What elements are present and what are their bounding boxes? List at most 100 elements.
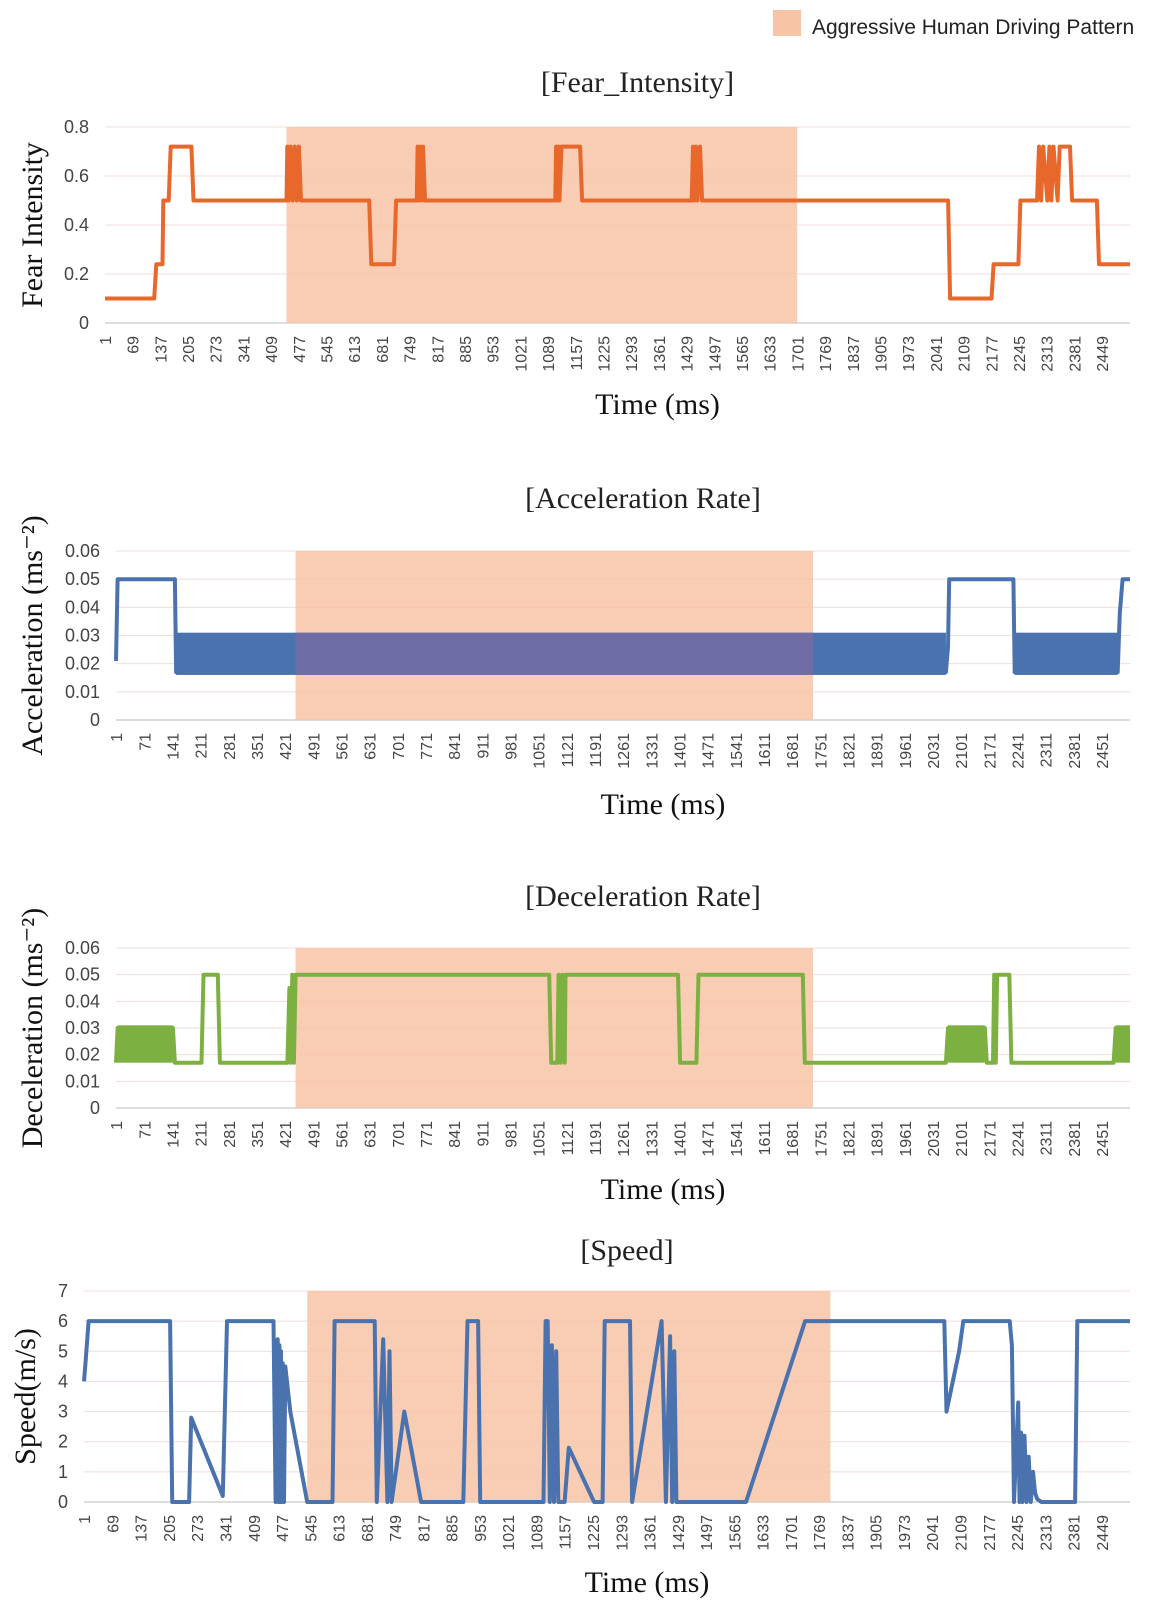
x-tick-label: 1701 bbox=[784, 1515, 801, 1551]
x-tick-label: 1225 bbox=[597, 336, 614, 372]
x-tick-label: 2101 bbox=[954, 1121, 971, 1157]
oscillation-band bbox=[1014, 632, 1118, 675]
x-tick-label: 1905 bbox=[869, 1515, 886, 1551]
x-tick-label: 2241 bbox=[1010, 733, 1027, 769]
x-axis-label: Time (ms) bbox=[585, 1566, 710, 1599]
x-tick-label: 2031 bbox=[926, 733, 943, 769]
x-tick-label: 71 bbox=[137, 733, 154, 751]
x-tick-label: 771 bbox=[419, 1121, 436, 1148]
y-tick-label: 0.8 bbox=[64, 117, 89, 137]
x-tick-label: 1051 bbox=[532, 1121, 549, 1157]
x-tick-label: 1 bbox=[109, 1121, 126, 1130]
x-tick-label: 1821 bbox=[841, 733, 858, 769]
x-tick-label: 1361 bbox=[643, 1515, 660, 1551]
x-tick-label: 409 bbox=[264, 336, 281, 363]
oscillation-band bbox=[947, 1025, 985, 1063]
x-tick-label: 1157 bbox=[558, 1515, 575, 1550]
x-tick-label: 2311 bbox=[1039, 1121, 1056, 1156]
x-tick-label: 1051 bbox=[532, 733, 549, 769]
x-tick-label: 2381 bbox=[1067, 1515, 1084, 1551]
x-tick-label: 71 bbox=[137, 1121, 154, 1139]
y-tick-label: 6 bbox=[58, 1311, 68, 1331]
x-tick-label: 561 bbox=[334, 733, 351, 760]
x-tick-label: 1 bbox=[77, 1515, 94, 1524]
x-tick-label: 69 bbox=[126, 336, 143, 354]
y-axis-label: Deceleration (ms⁻²) bbox=[16, 908, 49, 1149]
x-tick-label: 817 bbox=[430, 336, 447, 363]
x-tick-label: 1429 bbox=[671, 1515, 688, 1551]
x-tick-label: 749 bbox=[388, 1515, 405, 1542]
series-line bbox=[82, 1319, 1130, 1504]
x-tick-label: 545 bbox=[319, 336, 336, 363]
x-tick-label: 2031 bbox=[926, 1121, 943, 1157]
x-tick-label: 1 bbox=[98, 336, 115, 345]
y-tick-label: 0.01 bbox=[65, 1071, 100, 1091]
x-tick-label: 421 bbox=[278, 733, 295, 760]
legend-label: Aggressive Human Driving Pattern bbox=[812, 16, 1134, 39]
x-tick-label: 911 bbox=[475, 1121, 492, 1147]
y-tick-label: 0.06 bbox=[65, 938, 100, 958]
legend-swatch bbox=[773, 10, 801, 36]
x-tick-label: 1471 bbox=[701, 1121, 718, 1157]
x-tick-label: 1961 bbox=[898, 733, 915, 769]
chart-title: [Fear_Intensity] bbox=[541, 66, 734, 99]
x-tick-label: 1769 bbox=[818, 336, 835, 372]
x-tick-label: 613 bbox=[347, 336, 364, 363]
y-tick-label: 0 bbox=[79, 313, 89, 333]
x-tick-label: 137 bbox=[153, 336, 170, 363]
x-tick-label: 1471 bbox=[701, 733, 718, 769]
x-tick-label: 1021 bbox=[513, 336, 530, 372]
x-tick-label: 409 bbox=[247, 1515, 264, 1542]
y-tick-label: 4 bbox=[58, 1371, 68, 1391]
x-tick-label: 281 bbox=[222, 1121, 239, 1148]
x-tick-label: 1769 bbox=[812, 1515, 829, 1551]
x-tick-label: 1261 bbox=[616, 1121, 633, 1157]
x-tick-label: 911 bbox=[475, 733, 492, 759]
x-tick-label: 771 bbox=[419, 733, 436, 760]
x-tick-label: 545 bbox=[303, 1515, 320, 1542]
x-tick-label: 2109 bbox=[957, 336, 974, 372]
x-tick-label: 351 bbox=[250, 733, 267, 760]
x-tick-label: 953 bbox=[486, 336, 503, 363]
x-tick-label: 205 bbox=[181, 336, 198, 363]
y-tick-label: 0.04 bbox=[65, 991, 100, 1011]
y-tick-label: 0.06 bbox=[65, 541, 100, 561]
x-tick-label: 631 bbox=[363, 733, 380, 760]
x-tick-label: 1565 bbox=[735, 336, 752, 372]
x-tick-label: 1611 bbox=[757, 1121, 774, 1156]
y-axis-label: Fear Intensity bbox=[16, 142, 49, 308]
x-tick-label: 491 bbox=[306, 733, 323, 760]
y-tick-label: 5 bbox=[58, 1341, 68, 1361]
y-tick-label: 0.6 bbox=[64, 166, 89, 186]
x-tick-label: 613 bbox=[332, 1515, 349, 1542]
y-tick-label: 1 bbox=[58, 1462, 68, 1482]
x-tick-label: 1701 bbox=[790, 336, 807, 372]
x-tick-label: 631 bbox=[363, 1121, 380, 1148]
x-tick-label: 1821 bbox=[841, 1121, 858, 1157]
x-tick-label: 1293 bbox=[624, 336, 641, 372]
legend: Aggressive Human Driving Pattern bbox=[773, 10, 1134, 39]
x-tick-label: 681 bbox=[360, 1515, 377, 1542]
x-tick-label: 981 bbox=[503, 733, 520, 760]
x-tick-label: 211 bbox=[194, 1121, 211, 1147]
x-tick-label: 1401 bbox=[672, 733, 689, 769]
x-tick-label: 953 bbox=[473, 1515, 490, 1542]
x-axis-label: Time (ms) bbox=[601, 1173, 726, 1206]
x-tick-label: 273 bbox=[209, 336, 226, 363]
x-tick-label: 1961 bbox=[898, 1121, 915, 1157]
x-tick-label: 341 bbox=[218, 1515, 235, 1542]
x-tick-label: 981 bbox=[503, 1121, 520, 1148]
x-tick-label: 1 bbox=[109, 733, 126, 742]
x-tick-label: 2177 bbox=[984, 336, 1001, 372]
x-tick-label: 1633 bbox=[763, 336, 780, 372]
series-line bbox=[114, 972, 1130, 1065]
x-tick-label: 2451 bbox=[1095, 733, 1112, 769]
x-tick-label: 1331 bbox=[644, 1121, 661, 1157]
x-tick-label: 1191 bbox=[588, 1121, 605, 1156]
y-tick-label: 0.02 bbox=[65, 1045, 100, 1065]
acceleration-rate-chart: 0 0.01 0.02 0.03 0.04 0.05 0.06 1 71 141 211 281 351… bbox=[16, 482, 1130, 821]
x-tick-label: 2449 bbox=[1095, 336, 1112, 372]
overlap-blend bbox=[295, 632, 813, 675]
x-tick-label: 1089 bbox=[529, 1515, 546, 1551]
